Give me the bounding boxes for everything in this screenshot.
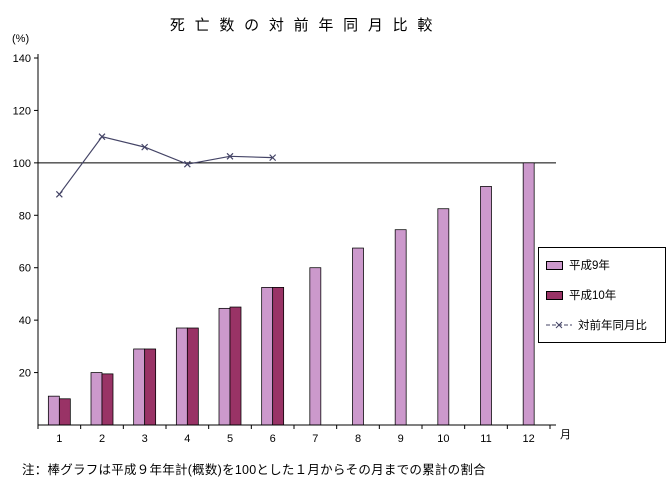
legend-label-heisei9: 平成9年 <box>569 260 610 272</box>
x-tick-label-10: 10 <box>437 433 449 445</box>
x-tick-label-4: 4 <box>184 433 190 445</box>
bar-heisei10-m6 <box>272 287 285 426</box>
y-tick-label-140: 140 <box>13 53 31 65</box>
legend-swatch-heisei10 <box>546 290 563 300</box>
ratio-marker-m5 <box>226 152 234 160</box>
x-tick-label-1: 1 <box>56 433 62 445</box>
bar-heisei9-m4 <box>175 327 188 426</box>
x-axis-unit-label: 月 <box>560 429 571 441</box>
bar-heisei9-m9 <box>394 229 407 426</box>
bar-heisei9-m1 <box>47 395 60 426</box>
bar-heisei10-m3 <box>144 348 157 426</box>
legend: 平成9年 平成10年 対前年同月比 <box>538 247 666 343</box>
legend-swatch-heisei9 <box>546 260 563 270</box>
ratio-marker-m6 <box>269 154 277 162</box>
legend-item-ratio: 対前年同月比 <box>546 317 658 333</box>
y-tick-label-80: 80 <box>19 210 31 222</box>
ratio-marker-m1 <box>55 190 63 198</box>
x-tick-label-3: 3 <box>142 433 148 445</box>
x-tick-label-2: 2 <box>99 433 105 445</box>
x-tick-label-12: 12 <box>523 433 535 445</box>
x-tick-label-6: 6 <box>270 433 276 445</box>
ratio-marker-m3 <box>141 143 149 151</box>
bar-heisei10-m1 <box>58 398 71 426</box>
bar-heisei9-m10 <box>437 208 450 426</box>
bar-heisei9-m11 <box>480 186 492 426</box>
y-tick-label-20: 20 <box>19 368 31 380</box>
x-tick-label-11: 11 <box>480 433 491 445</box>
legend-item-heisei9: 平成9年 <box>546 257 658 273</box>
legend-label-heisei10: 平成10年 <box>569 290 617 302</box>
x-tick-label-9: 9 <box>398 433 404 445</box>
y-axis-unit-label: (%) <box>12 33 30 45</box>
y-tick-label-40: 40 <box>19 315 31 327</box>
footnote: 注：棒グラフは平成９年年計(概数)を100とした１月からその月までの累計の割合 <box>22 463 486 477</box>
bar-heisei9-m12 <box>522 162 535 426</box>
bar-heisei9-m6 <box>261 287 274 426</box>
y-tick-label-100: 100 <box>13 158 31 170</box>
bar-heisei10-m4 <box>186 327 199 426</box>
bar-heisei9-m5 <box>218 307 231 426</box>
ratio-line <box>58 135 273 195</box>
x-tick-label-5: 5 <box>227 433 233 445</box>
bar-heisei9-m2 <box>90 372 103 426</box>
legend-item-heisei10: 平成10年 <box>546 287 658 303</box>
y-tick-label-60: 60 <box>19 263 31 275</box>
bar-heisei9-m8 <box>352 247 364 426</box>
bar-heisei9-m3 <box>133 348 146 426</box>
bar-heisei10-m2 <box>101 373 114 426</box>
legend-label-ratio: 対前年同月比 <box>578 320 647 332</box>
x-tick-label-8: 8 <box>355 433 361 445</box>
x-tick-label-7: 7 <box>312 433 318 445</box>
chart-title: 死亡数の対前年同月比較 <box>169 17 443 34</box>
ratio-marker-m4 <box>183 160 191 168</box>
legend-line-x-icon <box>546 321 572 329</box>
y-tick-label-120: 120 <box>13 105 31 117</box>
bar-heisei10-m5 <box>229 306 242 426</box>
ratio-marker-m2 <box>98 133 106 141</box>
bar-heisei9-m7 <box>309 267 322 426</box>
